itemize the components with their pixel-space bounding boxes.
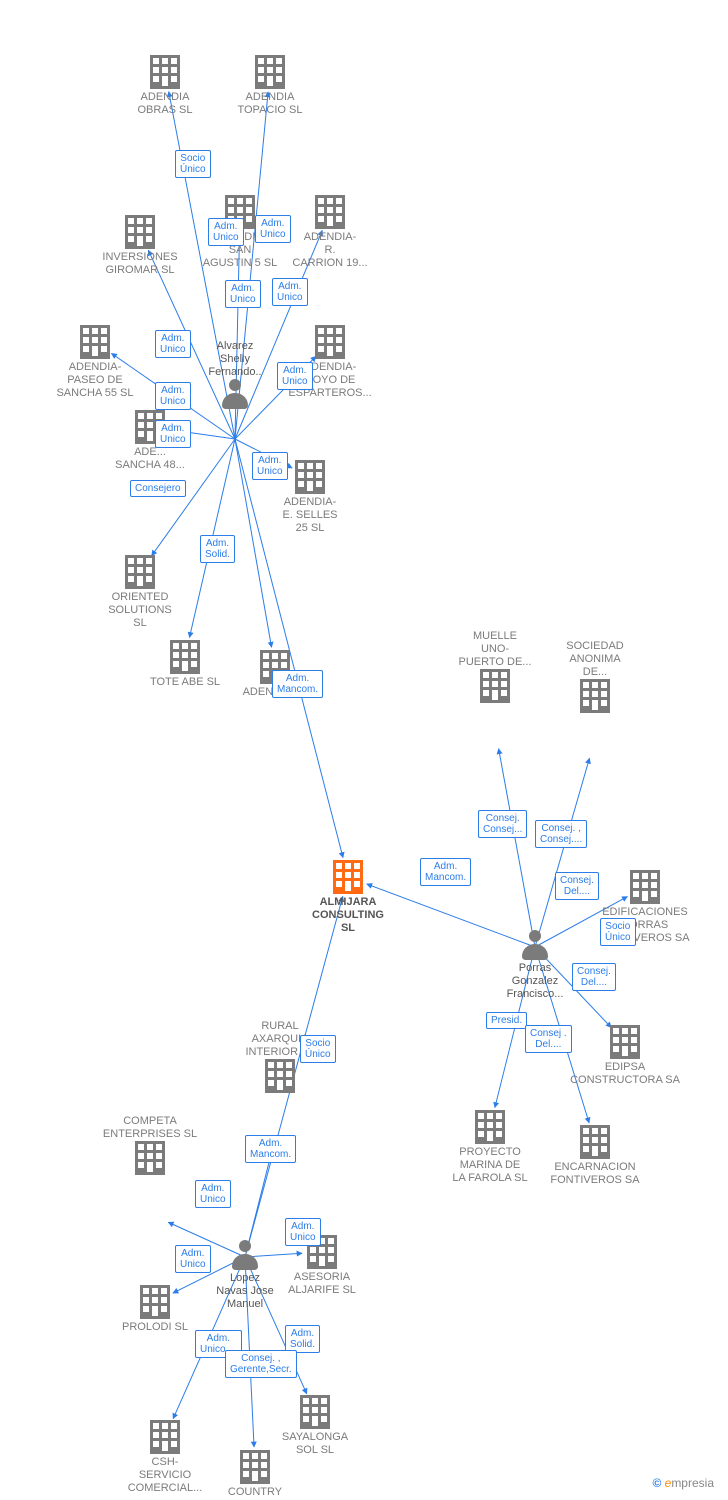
node-label: Alvarez Shelly Fernando.. (180, 340, 290, 379)
edge-role: Adm. Mancom. (420, 858, 471, 886)
person-icon (222, 379, 248, 409)
building-icon (125, 215, 155, 249)
edge-role: Adm. Solid. (285, 1325, 320, 1353)
edge-role: Consej . Del.... (525, 1025, 572, 1053)
node-label: ADENDIA TOPACIO SL (215, 91, 325, 117)
building-icon (300, 1395, 330, 1429)
edge-role: Adm. Unico (175, 1245, 211, 1273)
node-label: COMPETA ENTERPRISES SL (95, 1115, 205, 1141)
building-icon (240, 1450, 270, 1484)
edge-role: Adm. Unico (155, 330, 191, 358)
company-node-muelle[interactable]: MUELLE UNO- PUERTO DE... (440, 628, 550, 703)
building-icon (150, 1420, 180, 1454)
building-icon (630, 870, 660, 904)
edge-role: Adm. Unico (252, 452, 288, 480)
edge-role: Adm. Unico (195, 1180, 231, 1208)
building-icon (150, 55, 180, 89)
building-icon (610, 1025, 640, 1059)
company-node-encarn[interactable]: ENCARNACION FONTIVEROS SA (540, 1125, 650, 1187)
person-icon (232, 1240, 258, 1270)
building-icon (475, 1110, 505, 1144)
company-node-sayalonga[interactable]: SAYALONGA SOL SL (260, 1395, 370, 1457)
node-label: ORIENTED SOLUTIONS SL (85, 591, 195, 630)
edge (499, 749, 535, 947)
node-label: ADE... SANCHA 48... (95, 446, 205, 472)
edge-role: Consej. Del.... (572, 963, 616, 991)
company-node-competa[interactable]: COMPETA ENTERPRISES SL (95, 1113, 205, 1175)
company-node-country[interactable]: COUNTRY ENTERPRISE SA (200, 1450, 310, 1500)
building-icon (580, 1125, 610, 1159)
node-label: ADENDIA- R. CARRION 19... (275, 231, 385, 270)
company-node-r_carrion[interactable]: ADENDIA- R. CARRION 19... (275, 195, 385, 270)
building-icon (140, 1285, 170, 1319)
edge-role: Adm. Unico (208, 218, 244, 246)
edge-role: Consej. Consej... (478, 810, 527, 838)
edge-role: Socio Único (600, 918, 636, 946)
company-node-almijara[interactable]: ALMIJARA CONSULTING SL (293, 860, 403, 935)
node-label: Lopez Navas Jose Manuel (190, 1272, 300, 1311)
node-label: COUNTRY ENTERPRISE SA (200, 1486, 310, 1500)
company-node-oriented[interactable]: ORIENTED SOLUTIONS SL (85, 555, 195, 630)
brand-mark: © empresia (652, 1476, 714, 1490)
edge-role: Adm. Unico (225, 280, 261, 308)
edge-role: Adm. Unico (255, 215, 291, 243)
building-icon (125, 555, 155, 589)
building-icon (255, 55, 285, 89)
edge-role: Adm. Mancom. (272, 670, 323, 698)
edge-role: Adm. Unico (277, 362, 313, 390)
edge-role: Adm. Unico (272, 278, 308, 306)
node-label: ENCARNACION FONTIVEROS SA (540, 1161, 650, 1187)
edge-role: Socio Único (300, 1035, 336, 1063)
node-label: PROYECTO MARINA DE LA FAROLA SL (435, 1146, 545, 1185)
building-icon (315, 195, 345, 229)
node-label: ADENDIA OBRAS SL (110, 91, 220, 117)
edge-role: Adm. Mancom. (245, 1135, 296, 1163)
person-node-alvarez[interactable]: Alvarez Shelly Fernando.. (180, 338, 290, 409)
company-node-soc_anon[interactable]: SOCIEDAD ANONIMA DE... (540, 638, 650, 713)
edge-role: Adm. Unico (155, 420, 191, 448)
node-label: ADENDIA- E. SELLES 25 SL (255, 496, 365, 535)
edge-role: Presid. (486, 1012, 527, 1029)
edge-role: Adm. Unico (155, 382, 191, 410)
building-icon (315, 325, 345, 359)
building-icon (135, 1141, 165, 1175)
node-label: SOCIEDAD ANONIMA DE... (540, 640, 650, 679)
edge-role: Adm. Solid. (200, 535, 235, 563)
person-icon (522, 930, 548, 960)
building-icon (580, 679, 610, 713)
edge (535, 758, 589, 947)
edge-role: Consejero (130, 480, 186, 497)
company-node-proyecto[interactable]: PROYECTO MARINA DE LA FAROLA SL (435, 1110, 545, 1185)
edge-role: Consej. , Gerente,Secr. (225, 1350, 297, 1378)
company-node-adendia_obras[interactable]: ADENDIA OBRAS SL (110, 55, 220, 117)
building-icon (295, 460, 325, 494)
building-icon (265, 1059, 295, 1093)
node-label: ALMIJARA CONSULTING SL (293, 896, 403, 935)
company-node-adendia_topacio[interactable]: ADENDIA TOPACIO SL (215, 55, 325, 117)
building-icon (170, 640, 200, 674)
company-node-inv_giromar[interactable]: INVERSIONES GIROMAR SL (85, 215, 195, 277)
node-label: PROLODI SL (100, 1321, 210, 1334)
node-label: INVERSIONES GIROMAR SL (85, 251, 195, 277)
node-label: ADENDIA- PASEO DE SANCHA 55 SL (40, 361, 150, 400)
company-node-paseo_sancha[interactable]: ADENDIA- PASEO DE SANCHA 55 SL (40, 325, 150, 400)
company-node-edipsa[interactable]: EDIPSA CONSTRUCTORA SA (570, 1025, 680, 1087)
diagram-stage: ALMIJARA CONSULTING SLADENDIA OBRAS SLAD… (0, 0, 728, 1500)
edge-role: Consej. , Consej.... (535, 820, 587, 848)
node-label: EDIPSA CONSTRUCTORA SA (570, 1061, 680, 1087)
edge-role: Adm. Unico (285, 1218, 321, 1246)
building-icon (480, 669, 510, 703)
edge-role: Socio Único (175, 150, 211, 178)
node-label: MUELLE UNO- PUERTO DE... (440, 630, 550, 669)
edge-role: Consej. Del.... (555, 872, 599, 900)
building-central-icon (333, 860, 363, 894)
building-icon (80, 325, 110, 359)
